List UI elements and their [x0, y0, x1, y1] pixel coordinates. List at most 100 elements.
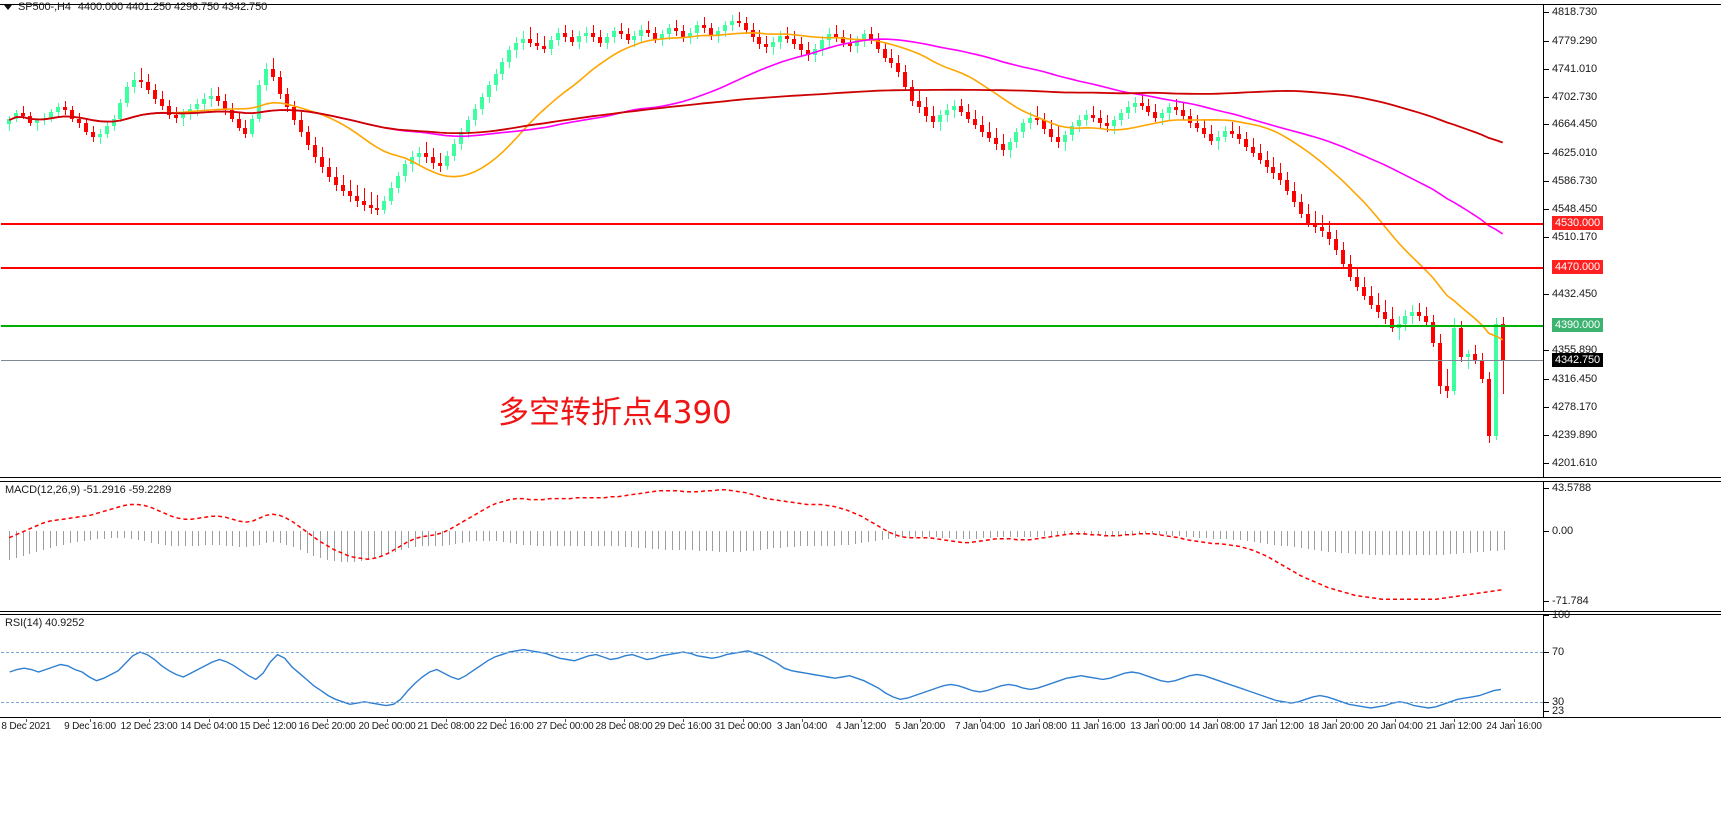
- candle-body-bearish: [1091, 114, 1095, 118]
- macd-histogram-bar: [1159, 530, 1160, 535]
- triangle-down-icon[interactable]: [4, 4, 12, 10]
- macd-histogram-bar: [604, 530, 605, 547]
- scale-tick-label: 4664.450: [1552, 118, 1598, 131]
- candle-body-bullish: [1466, 354, 1470, 358]
- candle-body-bearish: [737, 21, 741, 23]
- candle-body-bearish: [139, 79, 143, 83]
- macd-histogram-bar: [36, 530, 37, 553]
- macd-histogram-bar: [1071, 530, 1072, 535]
- macd-histogram-bar: [882, 530, 883, 540]
- rsi-plot-area[interactable]: [1, 615, 1543, 717]
- macd-histogram-bar: [1003, 530, 1004, 537]
- macd-histogram-bar: [1308, 530, 1309, 550]
- macd-histogram-bar: [212, 530, 213, 545]
- macd-histogram-bar: [1416, 530, 1417, 556]
- macd-histogram-bar: [84, 530, 85, 541]
- candle-body-bearish: [1445, 386, 1449, 391]
- macd-histogram-bar: [672, 530, 673, 551]
- macd-histogram-bar: [307, 530, 308, 554]
- macd-histogram-bar: [577, 530, 578, 546]
- scale-tick: [1544, 153, 1549, 155]
- candle-body-bearish: [764, 44, 768, 48]
- support-4390-line[interactable]: [1, 325, 1543, 328]
- candle-body-bearish: [563, 32, 567, 38]
- candle-body-bullish: [945, 110, 949, 115]
- scale-tick: [1544, 378, 1549, 380]
- macd-histogram-bar: [1463, 530, 1464, 554]
- scale-tick-label: 4625.010: [1552, 147, 1598, 160]
- candle-wick: [1468, 349, 1469, 369]
- candle-body-bearish: [424, 152, 428, 157]
- candle-body-bearish: [973, 118, 977, 125]
- macd-histogram-bar: [1145, 530, 1146, 534]
- scale-tick: [1544, 68, 1549, 70]
- macd-histogram-bar: [293, 530, 294, 548]
- macd-histogram-bar: [1254, 530, 1255, 542]
- resistance-4470-line[interactable]: [1, 266, 1543, 269]
- current-price-4342-line[interactable]: [1, 359, 1543, 361]
- candle-body-bearish: [230, 110, 234, 119]
- macd-histogram-bar: [780, 530, 781, 549]
- candle-body-bullish: [612, 31, 616, 38]
- time-tick: [624, 719, 625, 722]
- time-tick: [387, 719, 388, 722]
- macd-histogram-bar: [1429, 530, 1430, 556]
- price-plot-area[interactable]: [1, 5, 1543, 477]
- candle-body-bullish: [556, 32, 560, 41]
- candle-body-bullish: [605, 37, 609, 43]
- macd-histogram-bar: [347, 530, 348, 563]
- macd-histogram-bar: [997, 530, 998, 537]
- macd-histogram-bar: [354, 530, 355, 563]
- macd-histogram-bar: [435, 530, 436, 547]
- price-scale[interactable]: 4818.730 4779.290 4741.010 4702.730 4664.450…: [1543, 5, 1721, 477]
- macd-histogram-bar: [1064, 530, 1065, 535]
- macd-histogram-bar: [77, 530, 78, 542]
- candle-body-bullish: [716, 31, 720, 36]
- candle-body-bearish: [438, 162, 442, 166]
- macd-histogram-bar: [773, 530, 774, 549]
- macd-histogram-bar: [719, 530, 720, 553]
- candle-body-bullish: [1133, 102, 1137, 108]
- macd-scale[interactable]: 43.5788 0.00 -71.784: [1543, 482, 1721, 611]
- time-axis-label: 8 Dec 2021: [1, 721, 51, 732]
- time-axis[interactable]: 8 Dec 2021 9 Dec 16:00 12 Dec 23:00 14 Dec …: [0, 719, 1721, 737]
- macd-histogram-bar: [848, 530, 849, 545]
- macd-histogram-bar: [1409, 530, 1410, 556]
- macd-histogram-bar: [1186, 530, 1187, 537]
- candle-body-bearish: [375, 208, 379, 210]
- macd-histogram-bar: [368, 530, 369, 561]
- time-axis-label: 31 Dec 00:00: [714, 721, 772, 732]
- rsi-scale[interactable]: 100 70 30 23: [1543, 609, 1721, 717]
- macd-histogram-bar: [1274, 530, 1275, 545]
- macd-histogram-bar: [1369, 530, 1370, 556]
- time-tick: [1336, 719, 1337, 722]
- macd-histogram-bar: [320, 530, 321, 559]
- macd-histogram-bar: [807, 530, 808, 547]
- macd-histogram-bar: [821, 530, 822, 546]
- resistance-4530-line[interactable]: [1, 222, 1543, 225]
- candle-body-bullish: [577, 35, 581, 42]
- macd-histogram-bar: [1220, 530, 1221, 539]
- candle-wick: [537, 32, 538, 51]
- candle-body-bearish: [799, 44, 803, 51]
- macd-histogram-bar: [401, 530, 402, 551]
- macd-histogram-bar: [327, 530, 328, 561]
- macd-histogram-bar: [388, 530, 389, 555]
- candle-body-bearish: [646, 29, 650, 33]
- time-tick: [980, 719, 981, 722]
- scale-tick: [1544, 652, 1549, 654]
- macd-histogram-bar: [638, 530, 639, 549]
- candle-wick: [621, 22, 622, 39]
- candle-body-bullish: [132, 79, 136, 87]
- macd-histogram-bar: [1199, 530, 1200, 538]
- scale-tick-label: 43.5788: [1552, 482, 1592, 495]
- resistance-4530-tag: 4530.000: [1552, 215, 1604, 230]
- macd-histogram-bar: [679, 530, 680, 551]
- macd-histogram-bar: [1504, 530, 1505, 551]
- macd-histogram-bar: [374, 530, 375, 559]
- macd-histogram-bar: [1321, 530, 1322, 552]
- macd-histogram-bar: [117, 530, 118, 538]
- candle-body-bearish: [160, 98, 164, 106]
- macd-histogram-bar: [685, 530, 686, 551]
- macd-plot-area[interactable]: [1, 482, 1543, 611]
